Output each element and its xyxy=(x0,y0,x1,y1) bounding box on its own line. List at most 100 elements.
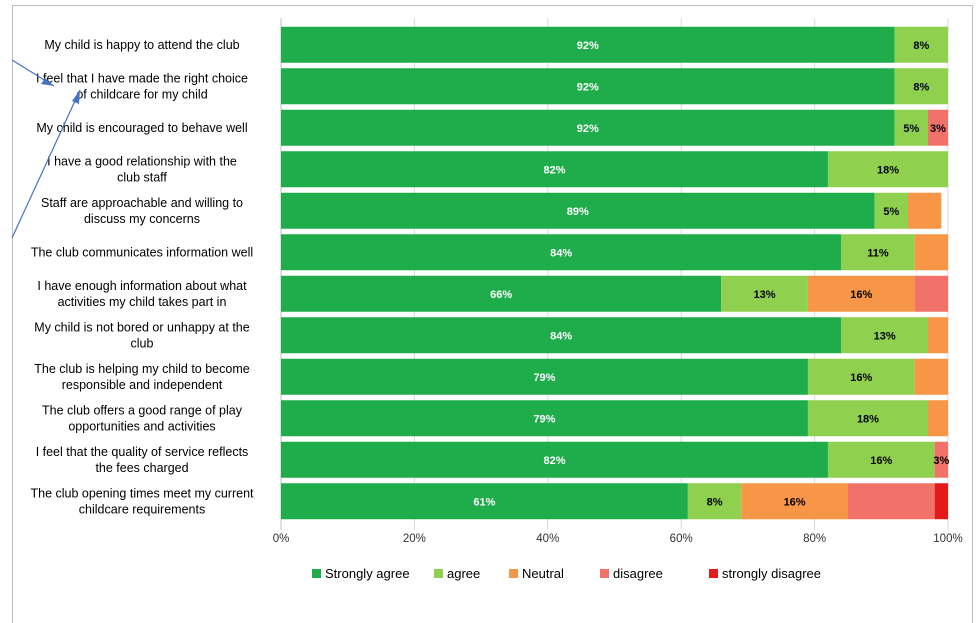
bar-segment xyxy=(281,151,828,188)
legend-swatch xyxy=(434,569,443,578)
category-label: The club offers a good range of play oppo… xyxy=(42,403,243,433)
x-tick-label: 60% xyxy=(670,533,693,545)
bar-segment xyxy=(894,68,948,105)
legend-label: strongly disagree xyxy=(722,566,821,581)
bar-segment xyxy=(914,234,948,271)
legend-swatch xyxy=(600,569,609,578)
bar-segment xyxy=(281,109,895,146)
data-label: 11% xyxy=(867,247,889,259)
bar-segment xyxy=(721,275,808,312)
data-label: 13% xyxy=(754,289,776,301)
bar-segment xyxy=(841,317,928,354)
bar-segment xyxy=(281,192,875,229)
bar-segment xyxy=(894,26,948,63)
data-label: 18% xyxy=(877,164,899,176)
data-label: 3% xyxy=(933,455,949,467)
bar-segment xyxy=(874,192,908,229)
annotation-arrows xyxy=(11,59,81,239)
category-label: My child is happy to attend the club xyxy=(44,38,239,52)
x-tick-label: 100% xyxy=(933,533,962,545)
data-label: 89% xyxy=(567,206,589,218)
data-label: 92% xyxy=(577,40,599,52)
bar-segment xyxy=(827,441,935,478)
data-label: 5% xyxy=(903,123,919,135)
bar-segment xyxy=(281,234,842,271)
annotation-arrowhead xyxy=(41,78,54,86)
bar-segment xyxy=(914,358,948,395)
x-tick-label: 0% xyxy=(273,533,290,545)
data-label: 8% xyxy=(913,40,929,52)
x-tick-label: 20% xyxy=(403,533,426,545)
data-label: 16% xyxy=(784,496,806,508)
legend-swatch xyxy=(709,569,718,578)
annotation-arrowhead xyxy=(72,90,80,104)
bar-segment xyxy=(894,109,928,146)
bar-segment xyxy=(281,317,842,354)
data-label: 16% xyxy=(850,372,872,384)
chart-frame xyxy=(12,5,973,623)
bar-segment xyxy=(934,483,948,520)
category-labels: My child is happy to attend the club I fe… xyxy=(30,38,254,517)
bar-segment xyxy=(741,483,848,520)
bar-segment xyxy=(841,234,915,271)
bar-segment xyxy=(807,358,915,395)
data-label: 16% xyxy=(850,289,872,301)
data-label: 84% xyxy=(550,247,572,259)
legend: Strongly agree agree Neutral disagree strong… xyxy=(312,566,821,581)
data-label: 16% xyxy=(870,455,892,467)
data-label: 8% xyxy=(707,496,723,508)
bar-segment xyxy=(281,441,828,478)
category-label: I have enough information about what acti… xyxy=(37,279,247,309)
data-label: 82% xyxy=(543,164,565,176)
bar-segment xyxy=(927,109,948,146)
data-label: 82% xyxy=(543,455,565,467)
data-label: 84% xyxy=(550,330,572,342)
data-label: 66% xyxy=(490,289,512,301)
x-axis-ticks: 0% 20% 40% 60% 80% 100% xyxy=(273,533,963,545)
category-label: The club is helping my child to become re… xyxy=(34,362,249,392)
bar-segment xyxy=(927,400,948,437)
bar-segment xyxy=(281,26,895,63)
bar-segment xyxy=(281,483,688,520)
bar-segment xyxy=(827,151,948,188)
category-label: I feel that I have made the right choice… xyxy=(36,71,248,101)
category-label: I have a good relationship with the club … xyxy=(47,154,237,184)
legend-label: agree xyxy=(447,566,480,581)
bar-segment xyxy=(281,358,808,395)
category-label: The club opening times meet my current ch… xyxy=(30,486,254,516)
data-label: 8% xyxy=(913,81,929,93)
category-label: My child is not bored or unhappy at the c… xyxy=(34,320,249,350)
bar-segment xyxy=(907,192,942,229)
data-label: 92% xyxy=(577,123,599,135)
bar-segment xyxy=(687,483,742,520)
data-label: 79% xyxy=(533,413,555,425)
category-label: The club communicates information well xyxy=(31,245,253,259)
category-label: Staff are approachable and willing to dis… xyxy=(41,196,243,226)
legend-swatch xyxy=(312,569,321,578)
data-label: 13% xyxy=(874,330,896,342)
legend-swatch xyxy=(509,569,518,578)
data-label: 79% xyxy=(533,372,555,384)
bar-segment xyxy=(927,317,948,354)
bar-segment xyxy=(281,68,895,105)
bar-segment xyxy=(281,400,808,437)
bar-segment xyxy=(281,275,722,312)
bar-segment xyxy=(807,275,915,312)
bar-segment xyxy=(807,400,928,437)
data-label: 92% xyxy=(577,81,599,93)
category-label: My child is encouraged to behave well xyxy=(36,121,247,135)
data-label: 3% xyxy=(930,123,946,135)
legend-label: Strongly agree xyxy=(325,566,410,581)
annotation-arrow-line xyxy=(11,89,81,239)
x-tick-label: 80% xyxy=(803,533,826,545)
category-label: I feel that the quality of service refle… xyxy=(36,445,249,475)
legend-label: disagree xyxy=(613,566,663,581)
legend-label: Neutral xyxy=(522,566,564,581)
bar-segment xyxy=(847,483,935,520)
bar-series: 92% 8% 92% 8% 92% 5% 3% 82% 18% 89% 5% 84% 11% 66% 13%… xyxy=(281,26,949,520)
x-tick-label: 40% xyxy=(536,533,559,545)
data-label: 61% xyxy=(473,496,495,508)
data-label: 18% xyxy=(857,413,879,425)
data-label: 5% xyxy=(883,206,899,218)
